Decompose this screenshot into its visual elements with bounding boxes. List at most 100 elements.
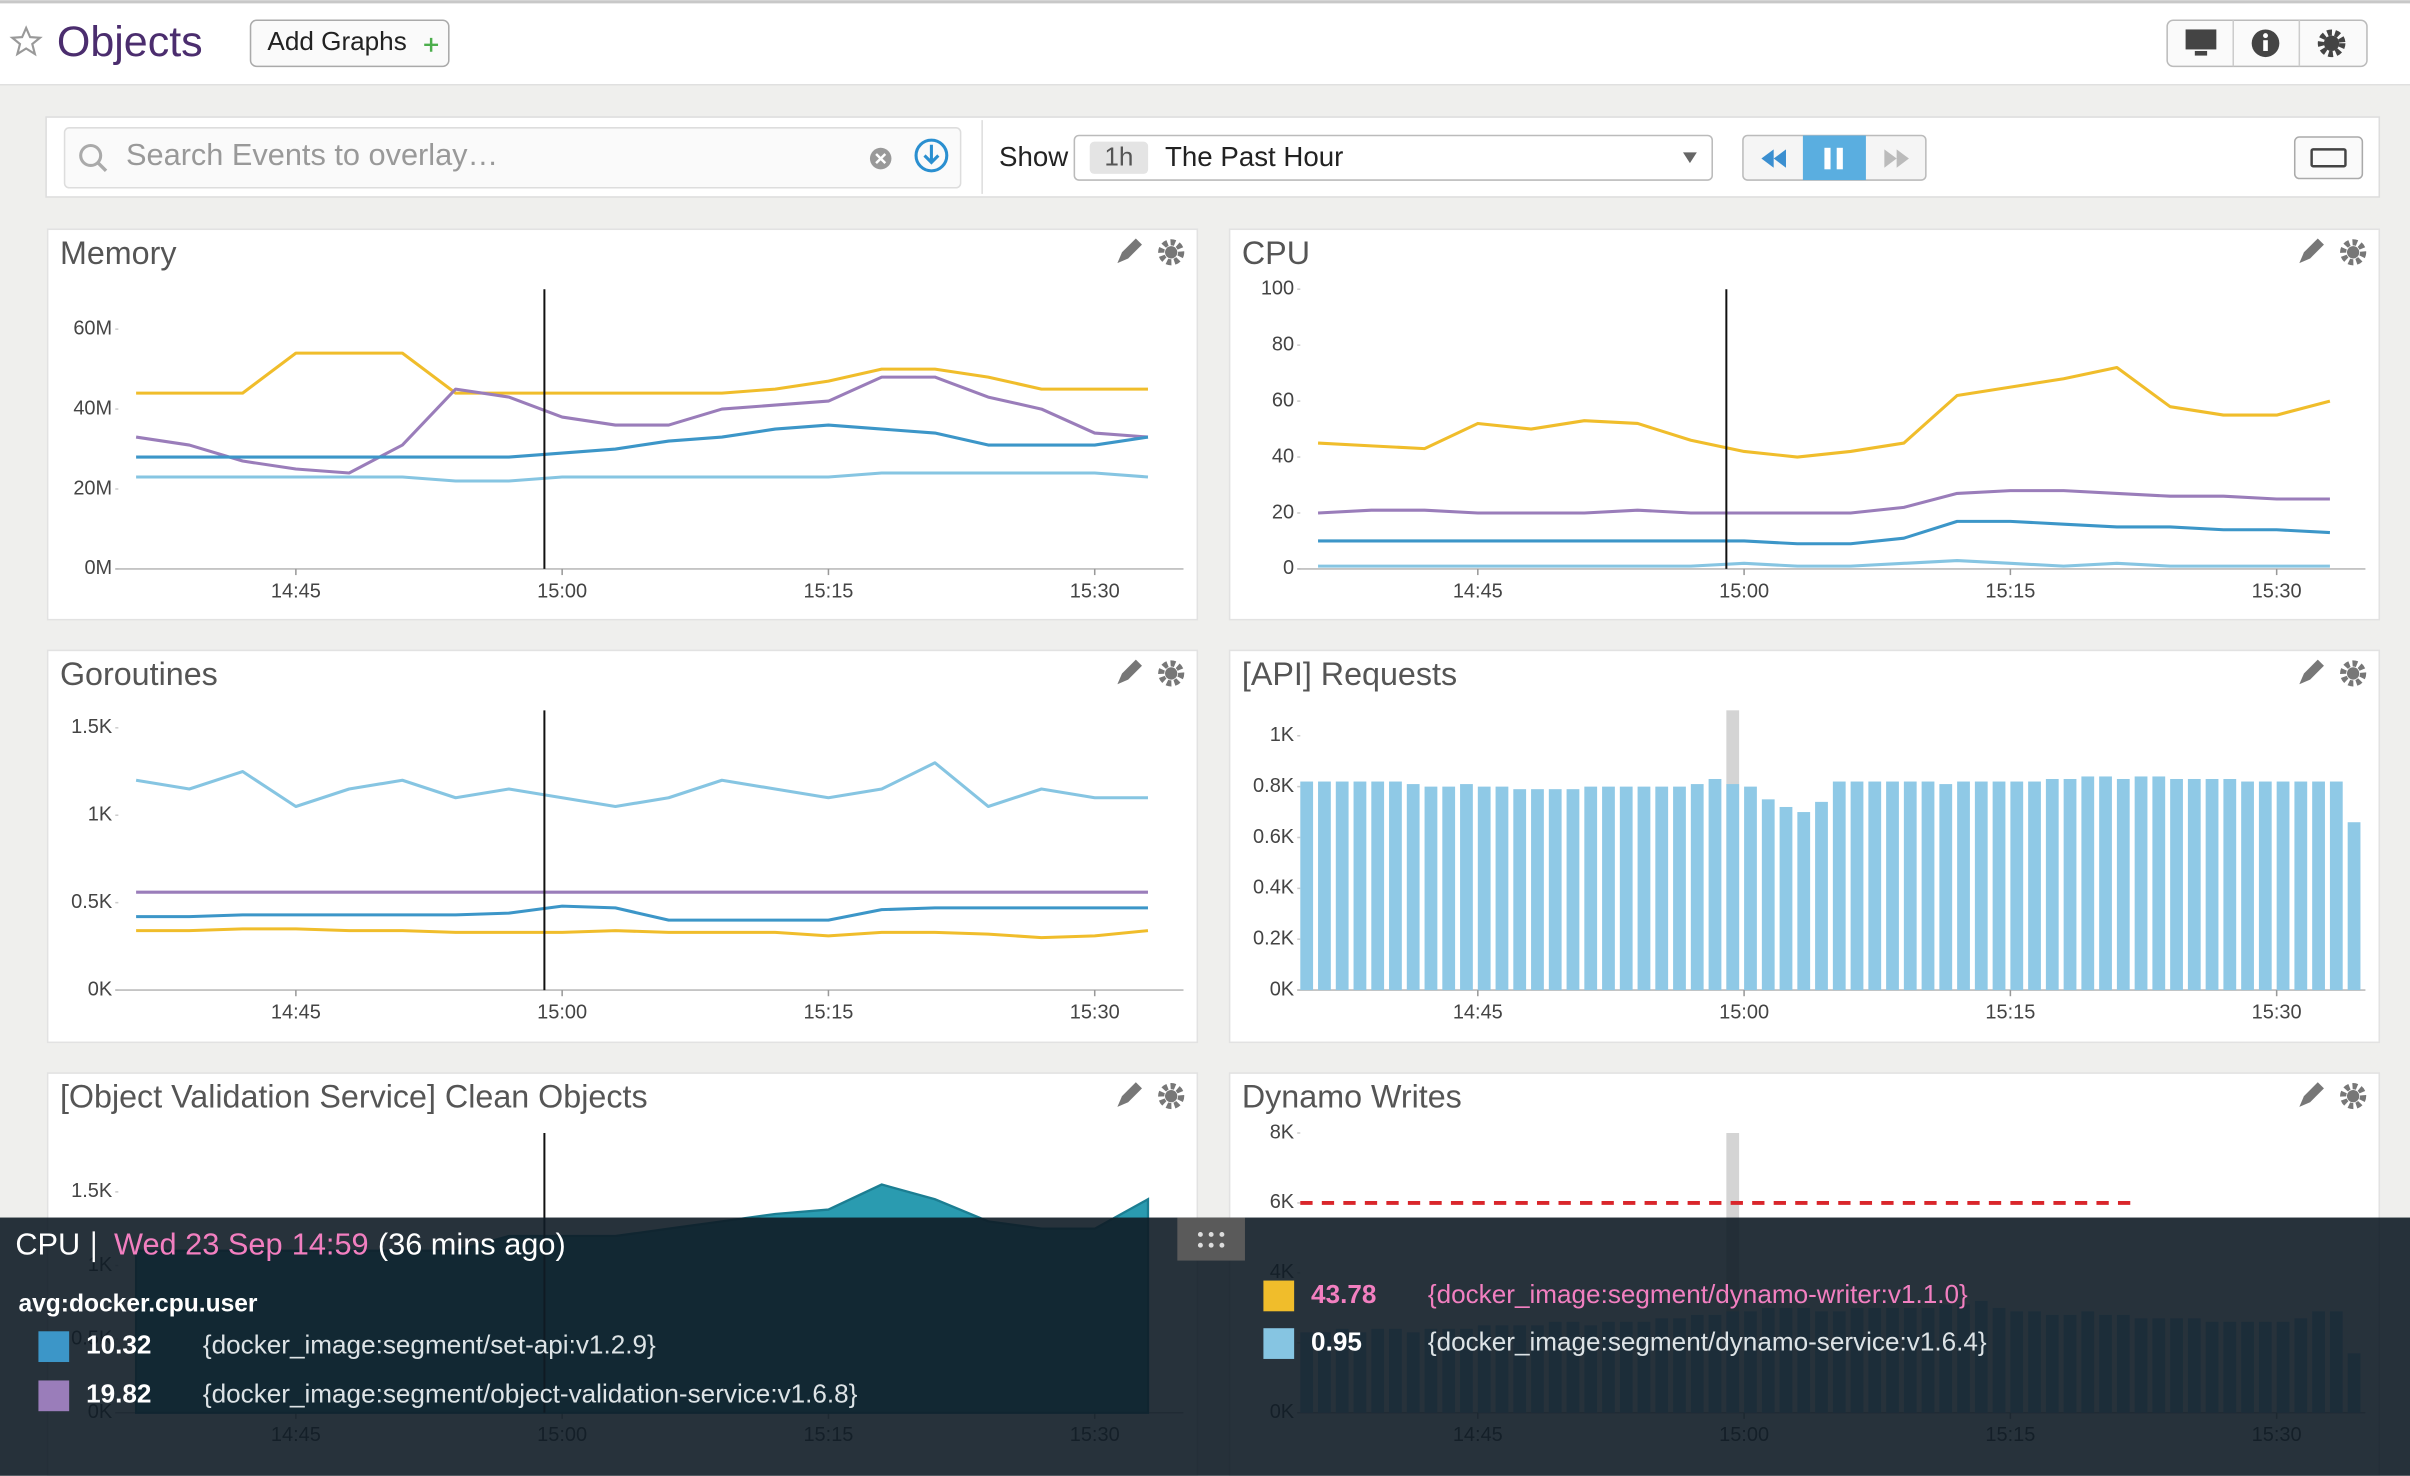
handle-dot (1219, 1231, 1225, 1237)
series-line (135, 375, 1149, 475)
x-tick-label: 15:00 (537, 1001, 587, 1023)
x-tick-label: 15:15 (803, 580, 853, 602)
bar (1690, 784, 1704, 991)
hover-tooltip: CPU Wed 23 Sep 14:59 (36 mins ago) avg:docke… (0, 1217, 2410, 1476)
search-icon-handle (97, 161, 108, 173)
range-short: 1h (1104, 141, 1133, 171)
settings-icon[interactable] (1158, 1083, 1185, 1110)
x-tick-label: 14:45 (271, 1001, 321, 1023)
download-icon[interactable] (914, 138, 949, 173)
bar (1531, 789, 1544, 991)
keyboard-button[interactable] (2293, 136, 2364, 180)
y-tick-label: 1K (1270, 724, 1295, 746)
bar (1939, 784, 1953, 991)
bar (1974, 781, 1988, 991)
series-line (136, 904, 1148, 922)
settings-icon[interactable] (1158, 239, 1185, 266)
edit-icon[interactable] (2299, 659, 2324, 685)
y-tick-label: 40 (1272, 445, 1294, 467)
bar (1921, 781, 1935, 991)
forward-button[interactable] (1884, 149, 1909, 168)
bar (2294, 781, 2308, 991)
settings-icon[interactable] (2340, 1083, 2367, 1110)
y-tick-label: 8K (1270, 1121, 1295, 1143)
monitor-icon[interactable] (2185, 29, 2217, 50)
button-label: Add Graphs (267, 26, 406, 56)
range-badge (1089, 141, 1149, 174)
bar (2134, 776, 2148, 991)
tooltip-metric: avg:docker.cpu.user (18, 1291, 257, 1318)
bar (2028, 781, 2041, 991)
edit-icon[interactable] (1117, 238, 1142, 264)
bar (2276, 781, 2290, 991)
y-tick-label: 6K (1270, 1191, 1295, 1213)
edit-icon[interactable] (1117, 659, 1142, 685)
bar (1477, 786, 1491, 991)
tooltip-heading-part: 14:59 (292, 1227, 369, 1262)
x-tick-label: 14:45 (1453, 1001, 1503, 1023)
bar (1850, 781, 1864, 991)
edit-icon[interactable] (2299, 1082, 2324, 1107)
tooltip-handle[interactable] (1177, 1217, 1245, 1261)
range-label: The Past Hour (1165, 141, 1343, 172)
bar (1335, 781, 1349, 991)
panel-frame (46, 649, 1199, 1044)
bar (2223, 778, 2237, 991)
add-graphs-button[interactable]: Add Graphs (249, 19, 450, 68)
bar (1318, 781, 1331, 991)
bar (1602, 786, 1615, 991)
favorite-star[interactable] (9, 25, 43, 57)
y-tick-label: 1K (88, 804, 113, 826)
y-tick-label: 1.5K (71, 1180, 113, 1202)
pause-glyph (1824, 147, 1831, 170)
bar (1886, 781, 1899, 991)
bar (1513, 789, 1527, 991)
bar (2081, 776, 2095, 991)
settings-icon[interactable] (1158, 660, 1185, 687)
series-line (136, 927, 1149, 940)
range-dropdown[interactable] (1073, 134, 1713, 181)
bar (1655, 786, 1669, 991)
series-line (1318, 519, 2331, 546)
settings-icon[interactable] (2340, 239, 2367, 266)
bar (1389, 781, 1402, 991)
settings-hub (1165, 667, 1178, 680)
y-tick-label: 0.5K (71, 891, 113, 913)
tooltip-tag: {docker_image:segment/dynamo-service:v1.… (1428, 1326, 1987, 1356)
bar (1300, 781, 1314, 991)
tooltip-tag: {docker_image:segment/set-api:v1.2.9} (203, 1330, 656, 1360)
y-tick-label: 20 (1272, 501, 1294, 523)
series-line (136, 471, 1149, 483)
edit-icon[interactable] (2299, 238, 2324, 264)
bar (2116, 778, 2130, 991)
bar (1619, 786, 1633, 991)
bar (1779, 806, 1793, 991)
handle-dot (1197, 1242, 1203, 1248)
x-tick-label: 14:45 (1453, 580, 1503, 602)
y-tick-label: 80 (1272, 333, 1294, 355)
bar (1744, 786, 1757, 991)
keyboard-icon (2310, 148, 2347, 168)
pause-button[interactable] (1802, 135, 1866, 181)
y-tick-label: 20M (73, 477, 112, 499)
legend-swatch (1263, 1328, 1295, 1359)
dropdown-caret (1683, 152, 1697, 164)
bar (2241, 781, 2254, 991)
bar (1957, 781, 1970, 991)
settings-icon[interactable] (2340, 660, 2367, 687)
bar (2187, 778, 2201, 991)
bar (1797, 812, 1811, 991)
x-tick-label: 15:15 (1985, 1001, 2035, 1023)
y-tick-label: 40M (73, 397, 112, 419)
search-box[interactable] (63, 127, 962, 189)
chart-title: Dynamo Writes (1242, 1079, 1462, 1115)
chart-panel: Goroutines 0K 0.5K 1K 1.5K 14:45 15:00 15:15 15:… (46, 649, 1199, 1044)
chart-title: [Object Validation Service] Clean Object… (60, 1079, 648, 1115)
x-tick-label: 15:30 (2252, 1001, 2302, 1023)
settings-hub (2346, 667, 2360, 680)
bar (1761, 799, 1775, 991)
edit-icon[interactable] (1117, 1082, 1142, 1107)
download-glyph (923, 144, 940, 165)
rewind-button[interactable] (1761, 149, 1786, 168)
y-tick-label: 100 (1261, 277, 1294, 299)
